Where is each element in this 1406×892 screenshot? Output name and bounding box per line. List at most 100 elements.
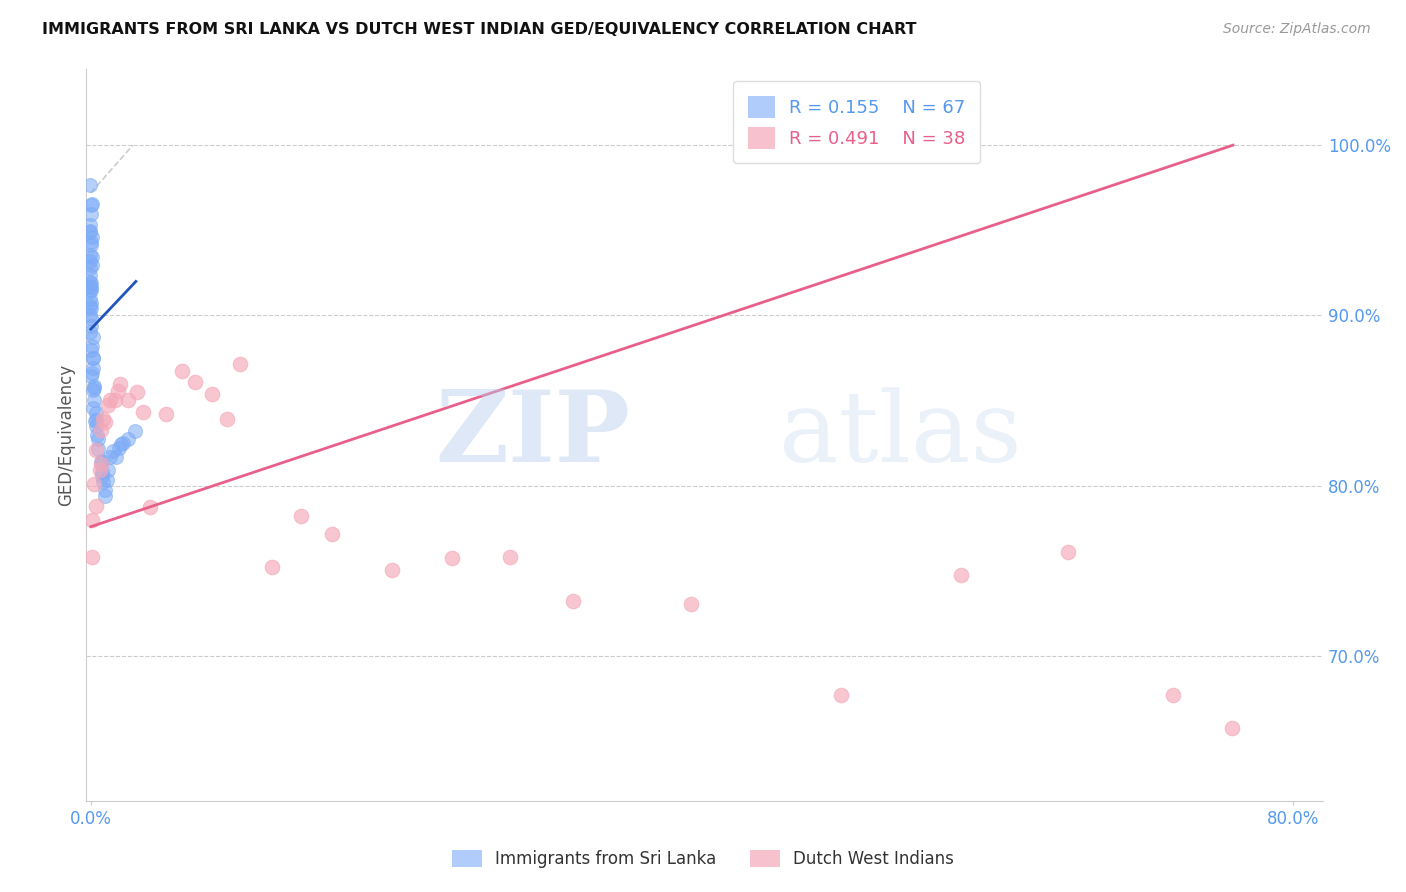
Point [94, 483, 117, 497]
Point [80, 318, 103, 333]
Point [80, 197, 103, 211]
Point [79, 268, 101, 282]
Point [80, 283, 103, 297]
Point [94, 489, 117, 503]
Point [107, 442, 129, 456]
Point [82, 329, 104, 343]
Point [80, 301, 103, 315]
Point [80, 235, 103, 249]
Point [110, 437, 132, 451]
Point [1057, 545, 1080, 559]
Point [80, 207, 103, 221]
Point [82, 351, 104, 366]
Point [100, 393, 122, 408]
Point [80, 229, 103, 244]
Point [83, 414, 105, 428]
Point [290, 508, 312, 523]
Point [97, 462, 120, 476]
Point [117, 393, 139, 408]
Point [80, 237, 103, 252]
Point [440, 551, 463, 566]
Point [86, 419, 108, 434]
Point [80, 198, 103, 212]
Point [80, 549, 103, 564]
Point [80, 339, 103, 353]
Point [91, 465, 114, 479]
Point [87, 433, 110, 447]
Point [79, 261, 101, 276]
Point [229, 357, 252, 371]
Point [112, 435, 135, 450]
Point [79, 253, 101, 268]
Point [79, 218, 101, 232]
Point [80, 369, 103, 384]
Point [79, 178, 101, 192]
Point [1163, 688, 1185, 702]
Point [79, 299, 101, 313]
Point [91, 475, 114, 489]
Point [1220, 721, 1243, 735]
Point [83, 392, 105, 407]
Point [86, 442, 108, 456]
Point [90, 455, 112, 469]
Point [80, 258, 103, 272]
Point [86, 428, 108, 442]
Point [80, 250, 103, 264]
Legend: Immigrants from Sri Lanka, Dutch West Indians: Immigrants from Sri Lanka, Dutch West In… [446, 843, 960, 875]
Point [91, 412, 114, 426]
Point [80, 296, 103, 310]
Point [104, 450, 127, 464]
Point [79, 223, 101, 237]
Text: ZIP: ZIP [436, 386, 630, 483]
Y-axis label: GED/Equivalency: GED/Equivalency [58, 364, 75, 506]
Point [79, 276, 101, 290]
Point [79, 279, 101, 293]
Point [79, 248, 101, 262]
Point [82, 401, 104, 416]
Point [139, 500, 162, 514]
Point [79, 279, 101, 293]
Point [561, 594, 583, 608]
Point [79, 308, 101, 322]
Point [127, 384, 149, 399]
Point [97, 398, 120, 412]
Point [83, 477, 105, 491]
Text: atlas: atlas [779, 387, 1022, 483]
Text: IMMIGRANTS FROM SRI LANKA VS DUTCH WEST INDIAN GED/EQUIVALENCY CORRELATION CHART: IMMIGRANTS FROM SRI LANKA VS DUTCH WEST … [42, 22, 917, 37]
Point [108, 376, 131, 391]
Point [499, 550, 522, 565]
Point [215, 412, 238, 426]
Point [91, 468, 114, 483]
Point [200, 386, 222, 401]
Point [117, 432, 139, 446]
Point [94, 415, 117, 429]
Point [83, 379, 105, 393]
Point [172, 364, 194, 378]
Point [101, 444, 124, 458]
Point [80, 310, 103, 325]
Point [681, 597, 703, 611]
Point [124, 424, 146, 438]
Point [82, 361, 104, 376]
Point [82, 513, 104, 527]
Point [79, 284, 101, 298]
Point [321, 527, 343, 541]
Point [80, 343, 103, 358]
Point [90, 423, 112, 437]
Point [82, 383, 104, 397]
Point [950, 568, 973, 582]
Point [91, 454, 114, 468]
Point [86, 442, 108, 457]
Point [79, 292, 101, 306]
Point [82, 351, 104, 365]
Point [104, 392, 127, 407]
Point [84, 413, 107, 427]
Point [89, 463, 111, 477]
Point [131, 405, 153, 419]
Point [79, 225, 101, 239]
Point [96, 473, 118, 487]
Text: Source: ZipAtlas.com: Source: ZipAtlas.com [1223, 22, 1371, 37]
Point [107, 384, 129, 398]
Point [155, 407, 177, 421]
Point [260, 560, 283, 574]
